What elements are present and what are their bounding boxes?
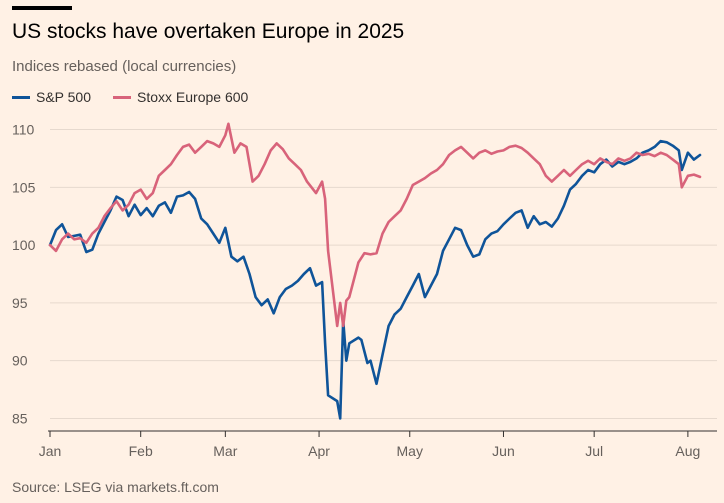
legend-label-sp500: S&P 500 bbox=[36, 89, 92, 105]
legend-swatch-stoxx bbox=[113, 95, 132, 99]
series-line-sp500 bbox=[48, 139, 702, 420]
x-tick-label-jun: Jun bbox=[492, 443, 515, 459]
source-note: Source: LSEG via markets.ft.com bbox=[12, 479, 219, 495]
x-tick-label-may: May bbox=[397, 443, 423, 459]
chart-title: US stocks have overtaken Europe in 2025 bbox=[12, 20, 405, 43]
series-line-stoxx-europe-600 bbox=[48, 122, 702, 328]
legend-label-stoxx: Stoxx Europe 600 bbox=[137, 89, 249, 105]
legend-swatch-sp500 bbox=[12, 95, 30, 99]
y-tick-label-100: 100 bbox=[12, 237, 36, 253]
legend-item-sp500: S&P 500 bbox=[12, 89, 91, 105]
y-tick-label-110: 110 bbox=[12, 122, 35, 138]
legend-item-stoxx: Stoxx Europe 600 bbox=[113, 89, 248, 105]
x-tick-label-feb: Feb bbox=[129, 443, 153, 459]
x-tick-label-jan: Jan bbox=[39, 443, 62, 459]
y-tick-label-105: 105 bbox=[12, 179, 36, 195]
x-tick-label-jul: Jul bbox=[585, 443, 603, 459]
y-tick-label-95: 95 bbox=[12, 295, 28, 311]
x-tick-label-apr: Apr bbox=[308, 443, 330, 459]
y-tick-label-90: 90 bbox=[12, 353, 28, 369]
x-tick-label-mar: Mar bbox=[213, 443, 237, 459]
legend: S&P 500 Stoxx Europe 600 bbox=[12, 89, 270, 105]
y-tick-label-85: 85 bbox=[12, 410, 28, 426]
x-tick-label-aug: Aug bbox=[675, 443, 700, 459]
top-accent-bar bbox=[12, 6, 72, 10]
chart-subtitle: Indices rebased (local currencies) bbox=[12, 58, 237, 75]
